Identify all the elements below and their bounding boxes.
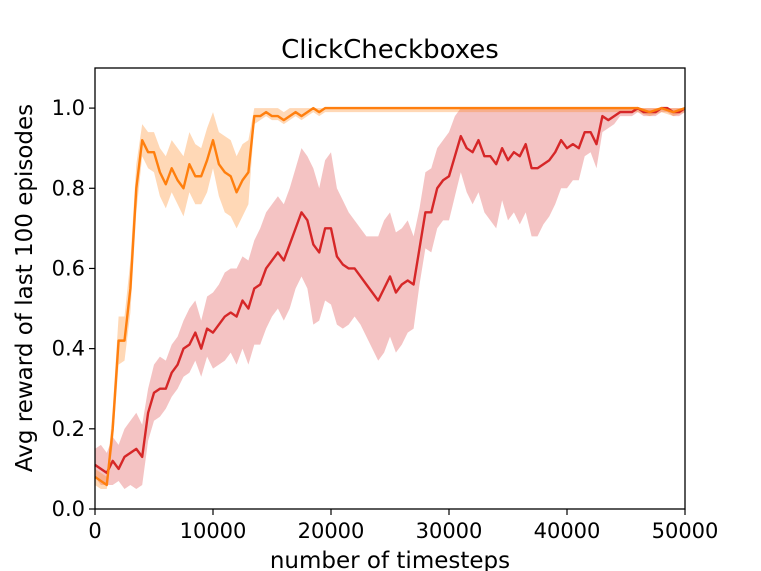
y-tick-label: 0.4 [52, 337, 85, 361]
y-tick-label: 1.0 [52, 96, 85, 120]
x-tick-label: 40000 [534, 519, 601, 543]
x-tick-label: 10000 [180, 519, 247, 543]
series-1-band [95, 108, 685, 489]
series-2-band [95, 108, 685, 489]
series-2-line [94, 106, 686, 487]
x-tick-label: 20000 [298, 519, 365, 543]
chart-title: ClickCheckboxes [281, 35, 499, 65]
confidence-bands [95, 108, 685, 489]
x-axis-ticks: 0 10000 20000 30000 40000 50000 [88, 509, 718, 543]
y-tick-label: 0.0 [52, 497, 85, 521]
x-axis-label: number of timesteps [270, 548, 510, 571]
series-lines [94, 106, 686, 487]
y-tick-label: 0.2 [52, 417, 85, 441]
x-tick-label: 0 [88, 519, 101, 543]
plot-frame [94, 67, 686, 510]
series-1-line [94, 106, 686, 475]
y-axis-ticks: 0.0 0.2 0.4 0.6 0.8 1.0 [52, 96, 95, 521]
x-tick-label: 30000 [416, 519, 483, 543]
y-axis-label: Avg reward of last 100 episodes [12, 104, 38, 472]
x-tick-label: 50000 [652, 519, 719, 543]
y-tick-label: 0.6 [52, 256, 85, 280]
y-tick-label: 0.8 [52, 176, 85, 200]
